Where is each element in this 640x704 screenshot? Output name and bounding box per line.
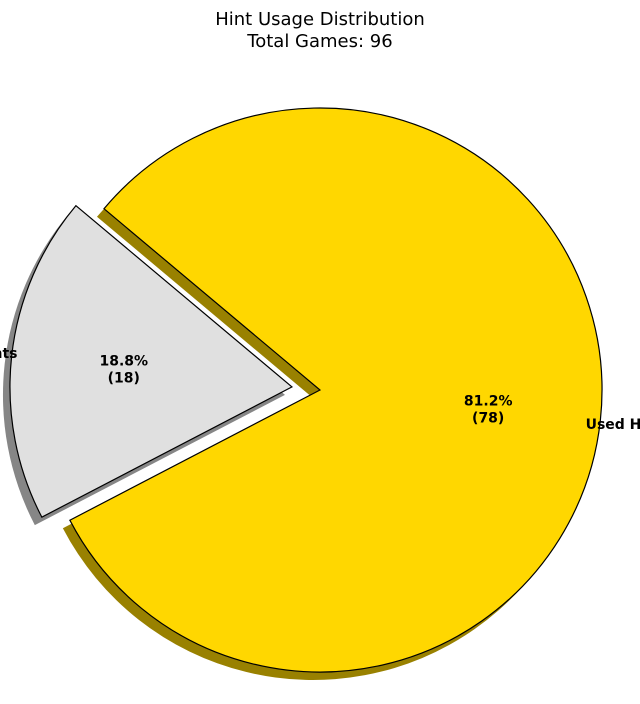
slice-percent-used-hints: 81.2% <box>464 393 513 409</box>
slice-count-used-hints: (78) <box>472 410 504 426</box>
slice-layer <box>9 107 603 673</box>
slice-label-used-hints: Used Hints <box>586 417 640 433</box>
slice-label-no-hints: No Hints <box>0 346 17 362</box>
slice-used-hints <box>69 107 603 673</box>
label-layer: No Hints 18.8%(18) Used Hints 81.2%(78) <box>0 346 640 433</box>
slice-percent-no-hints: 18.8% <box>100 354 149 370</box>
slice-count-no-hints: (18) <box>108 371 140 387</box>
chart-subtitle: Total Games: 96 <box>246 31 392 52</box>
slice-no-hints <box>9 204 294 518</box>
chart-title: Hint Usage Distribution <box>215 9 425 30</box>
